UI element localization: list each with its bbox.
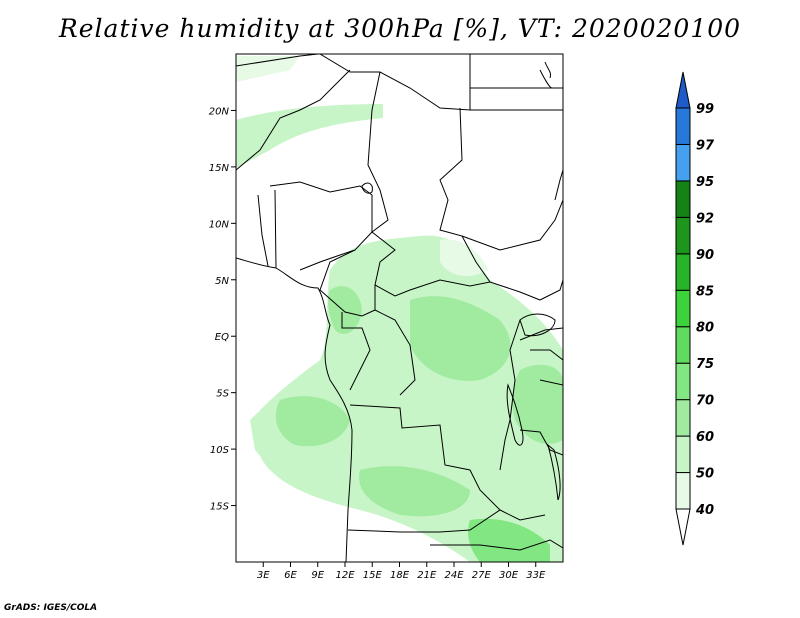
colorbar-label: 50 (696, 467, 714, 482)
humidity-patch-inner-2 (275, 396, 350, 447)
lon-tick-label: 6E (284, 570, 297, 581)
lon-tick-label: 18E (390, 570, 410, 581)
lat-tick-label: 5S (216, 389, 229, 400)
lake-chad (361, 182, 373, 194)
humidity-field (236, 56, 563, 562)
lat-tick-label: 5N (215, 276, 229, 287)
colorbar-label: 99 (696, 102, 714, 117)
lon-tick-label: 24E (444, 570, 464, 581)
country-boundaries (236, 54, 563, 562)
longitude-ticks: 3E 6E 9E 12E 15E 18E 21E 24E 27E 30E 33E (257, 562, 546, 581)
lon-tick-label: 15E (363, 570, 383, 581)
lat-tick-label: 10S (210, 445, 230, 456)
coastline-west-africa (236, 257, 353, 562)
colorbar-label: 92 (696, 211, 714, 226)
lon-tick-label: 12E (335, 570, 355, 581)
colorbar-label: 60 (696, 430, 714, 445)
border-nigeria (269, 181, 373, 271)
colorbar-label: 70 (696, 394, 714, 409)
lake-tanganyika (506, 383, 524, 446)
border-niger-chad (367, 71, 389, 233)
humidity-patch-inner-1 (410, 296, 511, 381)
colorbar-box (675, 362, 691, 401)
colorbar-box (675, 326, 691, 364)
colorbar-box (675, 289, 691, 328)
colorbar-box (675, 107, 691, 145)
colorbar-label: 75 (696, 357, 714, 372)
lake-malawi (547, 443, 561, 501)
latitude-ticks: 20N 15N 10N 5N EQ 5S 10S 15S (209, 106, 236, 513)
humidity-patch-inner-3 (359, 466, 470, 517)
humidity-patch-inner-4 (512, 364, 563, 444)
colorbar: 40 50 60 70 75 80 85 90 92 95 97 99 (675, 71, 715, 546)
lat-tick-label: 10N (209, 219, 230, 230)
border-benin-togo (257, 189, 277, 269)
lon-tick-label: 3E (257, 570, 270, 581)
colorbar-label: 80 (696, 321, 714, 336)
border-ethiopia (554, 169, 563, 201)
colorbar-box (675, 472, 691, 510)
border-mali-niger (236, 69, 351, 171)
lon-tick-label: 33E (526, 570, 546, 581)
colorbar-box (675, 216, 691, 255)
border-east-lakes (519, 327, 563, 456)
colorbar-label: 95 (696, 175, 714, 190)
humidity-patch-north-band-light (236, 56, 300, 82)
border-drc-east (499, 319, 521, 471)
colorbar-box (675, 435, 691, 474)
lat-tick-label: 15N (209, 163, 230, 174)
colorbar-box (675, 399, 691, 437)
lon-tick-label: 27E (472, 570, 492, 581)
colorbar-box (675, 253, 691, 291)
colorbar-high-triangle (675, 71, 691, 109)
border-congo (341, 309, 416, 396)
colorbar-low-triangle (675, 508, 691, 546)
lon-tick-label: 21E (417, 570, 437, 581)
lat-tick-label: 20N (209, 106, 230, 117)
colorbar-box (675, 180, 691, 218)
colorbar-box (675, 143, 691, 182)
colorbar-label: 40 (695, 503, 714, 518)
border-angola-zambia-namibia (347, 509, 546, 533)
humidity-patch-inner-5 (468, 518, 550, 562)
red-sea-coast (539, 61, 553, 89)
lat-tick-label: EQ (215, 332, 229, 343)
border-chad-sudan (439, 107, 491, 283)
map-title: Relative humidity at 300hPa [%], VT: 202… (58, 14, 742, 43)
colorbar-label: 90 (696, 248, 714, 263)
border-car (371, 231, 541, 301)
border-sudan-south (461, 199, 563, 301)
humidity-patch-east-light (440, 239, 488, 277)
lake-victoria (519, 313, 556, 337)
border-drc-angola (349, 404, 501, 511)
humidity-patch-inner-6 (327, 286, 362, 334)
colorbar-label: 85 (696, 284, 714, 299)
grads-credit: GrADS: IGES/COLA (4, 603, 98, 613)
lon-tick-label: 9E (311, 570, 324, 581)
colorbar-label: 97 (696, 138, 715, 153)
lat-tick-label: 15S (210, 502, 230, 513)
lon-tick-label: 30E (499, 570, 519, 581)
border-zambia-south (430, 539, 563, 551)
humidity-patch-north-band (236, 104, 383, 168)
